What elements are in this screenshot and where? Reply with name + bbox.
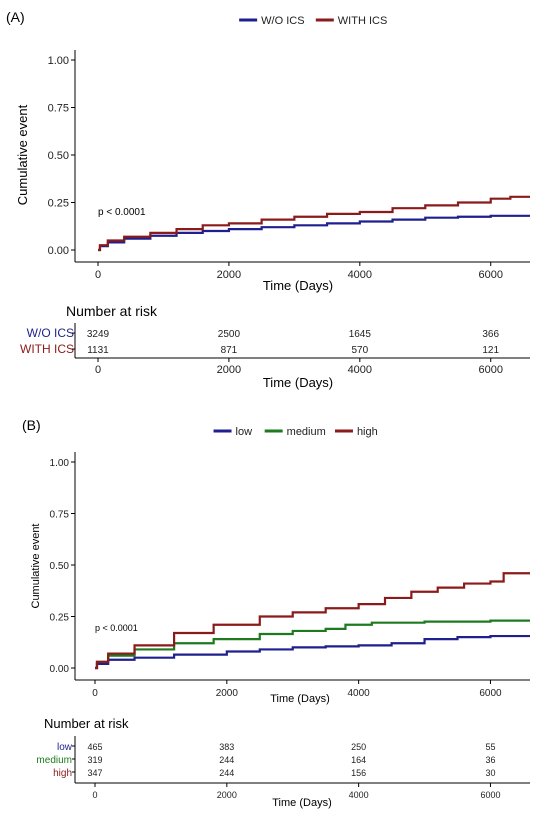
risk-cell: 319 (87, 755, 102, 765)
panel-a-pvalue: p < 0.0001 (98, 207, 146, 218)
risk-x-tick-label: 2000 (217, 790, 237, 800)
panel-b-y-tick-label: 0.75 (50, 510, 70, 521)
panel-b-legend: low medium high (213, 426, 378, 438)
panel-b-x-tick-label: 6000 (479, 688, 502, 699)
legend-label: low (236, 426, 253, 438)
series-line-medium (95, 619, 530, 670)
panel-b-label: (B) (22, 417, 41, 433)
risk-cell: 570 (351, 345, 368, 356)
panel-a-xlabel: Time (Days) (263, 278, 333, 293)
risk-cell: 1131 (87, 345, 109, 356)
panel-b-y-tick-label: 0.50 (50, 561, 70, 572)
panel-b-y-tick-label: 0.25 (50, 613, 70, 624)
panel-b-x-tick-label: 0 (92, 688, 98, 699)
panel-a-y-tick-label: 1.00 (48, 55, 69, 67)
risk-cell: 250 (351, 742, 366, 752)
panel-a-x-tick-label: 4000 (348, 269, 372, 281)
panel-a-plot: 0.00 0.25 0.50 0.75 1.00 0 2000 4000 6000 (48, 50, 530, 281)
panel-a-ylabel: Cumulative event (15, 104, 30, 205)
panel-b-plot: 0.00 0.25 0.50 0.75 1.00 0 2000 4000 6000 (50, 452, 530, 699)
panel-b-x-tick-label: 2000 (216, 688, 239, 699)
risk-cell: 366 (482, 329, 499, 340)
risk-x-tick-label: 4000 (348, 364, 372, 376)
legend-label: medium (287, 426, 326, 438)
panel-b-risk-title: Number at risk (44, 716, 129, 731)
panel-b-pvalue: p < 0.0001 (95, 623, 138, 633)
risk-cell: 244 (219, 768, 234, 778)
risk-cell: 3249 (87, 329, 110, 340)
panel-a-y-tick-label: 0.00 (48, 245, 69, 257)
risk-cell: 164 (351, 755, 366, 765)
panel-a-y-tick-label: 0.75 (48, 103, 69, 115)
panel-a-legend: W/O ICS WITH ICS (239, 15, 387, 27)
risk-row-label: W/O ICS (27, 326, 74, 340)
risk-cell: 244 (219, 755, 234, 765)
panel-a-x-tick-label: 2000 (217, 269, 241, 281)
panel-a-y-tick-label: 0.25 (48, 198, 69, 210)
panel-b-y-tick-label: 0.00 (50, 664, 70, 675)
risk-x-tick-label: 4000 (349, 790, 369, 800)
panel-b-risk-table: low 465 383 250 55 medium 319 244 164 36 high 347 24… (36, 736, 530, 800)
risk-cell: 55 (485, 742, 495, 752)
risk-cell: 156 (351, 768, 366, 778)
panel-a: (A) W/O ICS WITH ICS 0.00 0.25 0.50 0.75 1.00… (6, 9, 530, 390)
panel-b-xlabel: Time (Days) (270, 693, 329, 705)
risk-cell: 383 (219, 742, 234, 752)
risk-cell: 121 (482, 345, 499, 356)
panel-b-risk-xlabel: Time (Days) (272, 797, 331, 809)
panel-a-label: (A) (6, 9, 25, 25)
panel-b-x-tick-label: 4000 (348, 688, 371, 699)
panel-a-y-tick-label: 0.50 (48, 150, 69, 162)
panel-a-x-tick-label: 0 (95, 269, 101, 281)
risk-row-label: low (57, 742, 73, 753)
panel-a-x-tick-label: 6000 (478, 269, 502, 281)
risk-cell: 347 (87, 768, 102, 778)
panel-b-ylabel: Cumulative event (30, 524, 42, 609)
series-line-high (95, 572, 530, 670)
risk-row-label: medium (36, 755, 72, 766)
panel-a-risk-table: W/O ICS 3249 2500 1645 366 WITH ICS 1131 871 570… (20, 323, 530, 376)
legend-label: WITH ICS (338, 15, 388, 27)
legend-label: W/O ICS (261, 15, 304, 27)
panel-b-y-tick-label: 1.00 (50, 458, 70, 469)
series-line-w-o-ics (98, 214, 530, 252)
risk-x-tick-label: 0 (92, 790, 97, 800)
series-line-with-ics (98, 195, 530, 252)
risk-cell: 465 (87, 742, 102, 752)
risk-cell: 871 (221, 345, 238, 356)
series-line-low (95, 634, 530, 670)
risk-x-tick-label: 6000 (480, 790, 500, 800)
risk-cell: 2500 (218, 329, 241, 340)
risk-cell: 1645 (349, 329, 372, 340)
legend-label: high (357, 426, 378, 438)
risk-x-tick-label: 0 (95, 364, 101, 376)
risk-x-tick-label: 2000 (217, 364, 241, 376)
panel-a-risk-title: Number at risk (66, 303, 158, 319)
risk-x-tick-label: 6000 (478, 364, 502, 376)
risk-cell: 30 (485, 768, 495, 778)
risk-row-label: high (53, 768, 72, 779)
risk-cell: 36 (485, 755, 495, 765)
panel-b: (B) low medium high 0.00 0.25 0.50 0.75 1.00 0 2… (22, 417, 530, 809)
panel-a-risk-xlabel: Time (Days) (263, 375, 333, 390)
risk-row-label: WITH ICS (20, 342, 74, 356)
